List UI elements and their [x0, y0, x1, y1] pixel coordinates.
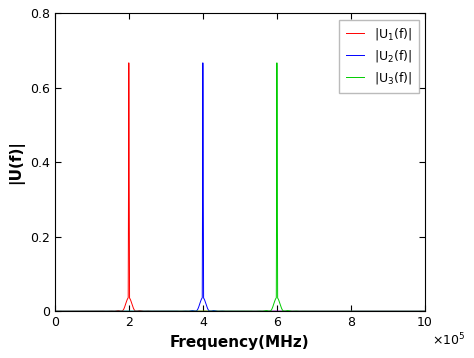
Text: $\times 10^5$: $\times 10^5$	[432, 332, 466, 349]
X-axis label: Frequency(MHz): Frequency(MHz)	[170, 335, 310, 350]
Y-axis label: |U(f)|: |U(f)|	[9, 140, 24, 184]
Legend: |U$_1$(f)|, |U$_2$(f)|, |U$_3$(f)|: |U$_1$(f)|, |U$_2$(f)|, |U$_3$(f)|	[339, 20, 419, 93]
